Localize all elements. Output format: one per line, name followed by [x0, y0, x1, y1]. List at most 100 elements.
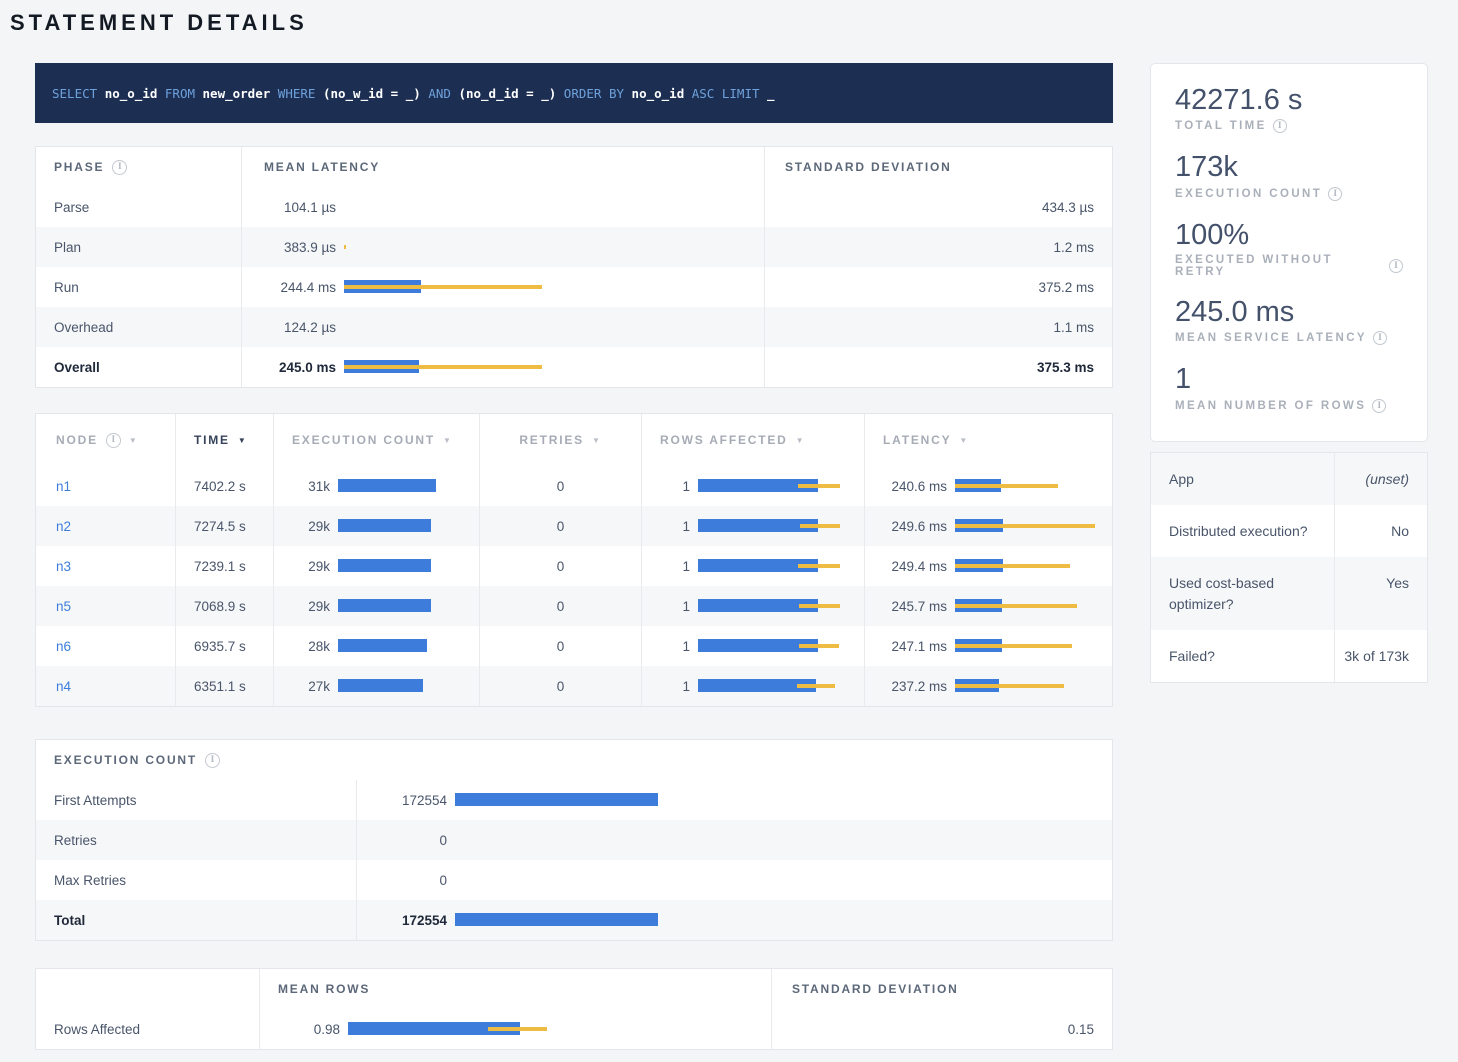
phase-label: Parse — [54, 199, 90, 215]
sd-value: 434.3 µs — [764, 187, 1114, 227]
exec-count-value: 29k — [308, 558, 330, 574]
property-label: App — [1169, 470, 1194, 487]
latency-column-header[interactable]: LATENCY ▼ — [864, 414, 1114, 466]
info-icon[interactable]: i — [1372, 398, 1387, 413]
node-link[interactable]: n2 — [56, 518, 72, 534]
sql-identifier: no_o_id — [104, 85, 158, 101]
node-link[interactable]: n1 — [56, 478, 72, 494]
statement-properties-card: App (unset) Distributed execution? No Us… — [1150, 451, 1428, 684]
rows-affected-bar — [698, 678, 858, 694]
exec-count-bar — [338, 598, 478, 614]
latency-bar — [344, 199, 554, 215]
time-value: 7068.9 s — [175, 586, 273, 626]
exec-count-bar — [338, 518, 478, 534]
stat-value: 1 — [1175, 363, 1192, 396]
node-link[interactable]: n3 — [56, 558, 72, 574]
time-column-header[interactable]: TIME ▼ — [175, 414, 273, 466]
latency-bar — [344, 359, 554, 375]
exec-count-value: 27k — [308, 678, 330, 694]
rows-affected-bar — [698, 478, 858, 494]
latency-bar — [955, 678, 1105, 694]
sql-identifier: (no_w_id = _) — [322, 85, 421, 101]
rows-affected-value: 1 — [682, 598, 690, 614]
sql-identifier: _ — [767, 85, 775, 101]
info-icon[interactable]: i — [1389, 259, 1403, 274]
property-label: Used cost-based optimizer? — [1169, 575, 1275, 612]
info-icon[interactable]: i — [1372, 331, 1387, 346]
sd-header-label: STANDARD DEVIATION — [785, 160, 952, 174]
latency-bar — [955, 518, 1105, 534]
retries-value: 0 — [479, 586, 641, 626]
sort-desc-icon[interactable]: ▼ — [128, 435, 139, 445]
node-link[interactable]: n4 — [56, 678, 72, 694]
latency-bar — [344, 319, 554, 335]
time-value: 7274.5 s — [175, 506, 273, 546]
sort-desc-icon[interactable]: ▼ — [237, 435, 248, 445]
info-icon[interactable]: i — [1328, 186, 1343, 201]
retries-value: 0 — [479, 626, 641, 666]
stat-value: 42271.6 s — [1175, 84, 1303, 116]
node-table-header: NODE i ▼ TIME ▼ EXECUTION COUNT ▼ RETRIES ▼ R… — [36, 414, 1112, 466]
latency-bar — [955, 478, 1105, 494]
exec-count-bar — [455, 912, 675, 928]
table-row-overall: Overall 245.0 ms 375.3 ms — [36, 347, 1112, 387]
sql-keyword: ORDER BY — [556, 85, 632, 101]
phase-latency-table: PHASE i MEAN LATENCY STANDARD DEVIATION P… — [35, 146, 1113, 388]
sql-keyword: FROM — [157, 85, 203, 101]
stat-mean-number-of-rows: 1 MEAN NUMBER OF ROWS i — [1175, 363, 1403, 413]
sql-keyword: AND — [420, 85, 459, 101]
stat-label: MEAN NUMBER OF ROWS — [1175, 399, 1367, 412]
mean-latency-column-header: MEAN LATENCY — [241, 147, 764, 187]
property-label: Distributed execution? — [1169, 523, 1308, 540]
sort-desc-icon[interactable]: ▼ — [443, 435, 453, 445]
info-icon[interactable]: i — [105, 432, 121, 448]
time-header-label: TIME — [194, 433, 230, 447]
info-icon[interactable]: i — [205, 752, 221, 768]
latency-bar — [344, 279, 554, 295]
rows-affected-column-header[interactable]: ROWS AFFECTED ▼ — [641, 414, 864, 466]
latency-value: 245.7 ms — [891, 598, 947, 614]
phase-column-header: PHASE i — [36, 147, 241, 187]
rows-affected-bar — [698, 598, 858, 614]
sort-desc-icon[interactable]: ▼ — [591, 435, 602, 445]
rows-affected-value: 1 — [682, 638, 690, 654]
sd-value: 1.2 ms — [764, 227, 1114, 267]
mean-rows-header-label: MEAN ROWS — [278, 982, 371, 996]
node-link[interactable]: n6 — [56, 638, 72, 654]
sql-statement-box: SELECT no_o_id FROM new_order WHERE (no_… — [35, 63, 1113, 123]
standard-deviation-column-header: STANDARD DEVIATION — [764, 147, 1114, 187]
sd-value: 1.1 ms — [764, 307, 1114, 347]
app-row: App (unset) — [1151, 452, 1427, 506]
table-row: n6 6935.7 s 28k 0 1 247.1 ms — [36, 626, 1112, 666]
execution-count-header-label: EXECUTION COUNT — [54, 753, 198, 767]
cost-based-optimizer-row: Used cost-based optimizer? Yes — [1151, 557, 1427, 630]
node-link[interactable]: n5 — [56, 598, 72, 614]
rows-affected-bar — [698, 638, 858, 654]
sql-keyword: SELECT — [52, 85, 105, 101]
execution-count-column-header[interactable]: EXECUTION COUNT ▼ — [273, 414, 479, 466]
stat-value: 245.0 ms — [1175, 296, 1295, 329]
stat-label: EXECUTED WITHOUT RETRY — [1175, 254, 1333, 279]
table-row: Rows Affected 0.98 0.15 — [36, 1009, 1112, 1049]
rows-affected-value: 1 — [682, 678, 690, 694]
stat-value: 100% — [1175, 218, 1250, 251]
phase-table-header: PHASE i MEAN LATENCY STANDARD DEVIATION — [36, 147, 1112, 187]
rows-affected-label: Rows Affected — [54, 1021, 141, 1037]
rows-table-header: MEAN ROWS STANDARD DEVIATION — [36, 969, 1112, 1009]
sort-desc-icon[interactable]: ▼ — [795, 435, 806, 445]
info-icon[interactable]: i — [112, 159, 128, 175]
sort-desc-icon[interactable]: ▼ — [959, 435, 970, 445]
retries-value: 0 — [479, 466, 641, 506]
latency-bar — [955, 598, 1105, 614]
property-value: 3k of 173k — [1334, 629, 1427, 683]
latency-bar — [955, 558, 1105, 574]
table-row: First Attempts 172554 — [36, 780, 1112, 820]
node-column-header[interactable]: NODE i ▼ — [36, 414, 175, 466]
exec-row-value: 0 — [439, 872, 447, 888]
phase-label: Overall — [54, 359, 100, 375]
exec-count-value: 28k — [308, 638, 330, 654]
latency-value: 249.4 ms — [891, 558, 947, 574]
info-icon[interactable]: i — [1272, 119, 1287, 134]
retries-column-header[interactable]: RETRIES ▼ — [479, 414, 641, 466]
